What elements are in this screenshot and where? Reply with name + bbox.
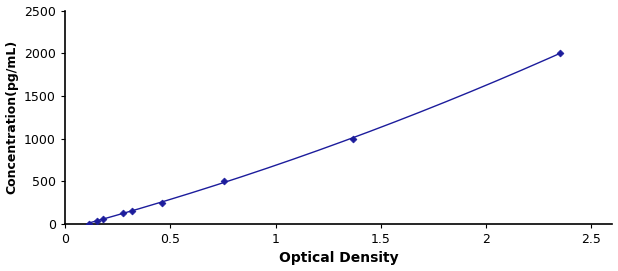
Y-axis label: Concentration(pg/mL): Concentration(pg/mL): [6, 40, 19, 194]
X-axis label: Optical Density: Optical Density: [279, 251, 399, 265]
